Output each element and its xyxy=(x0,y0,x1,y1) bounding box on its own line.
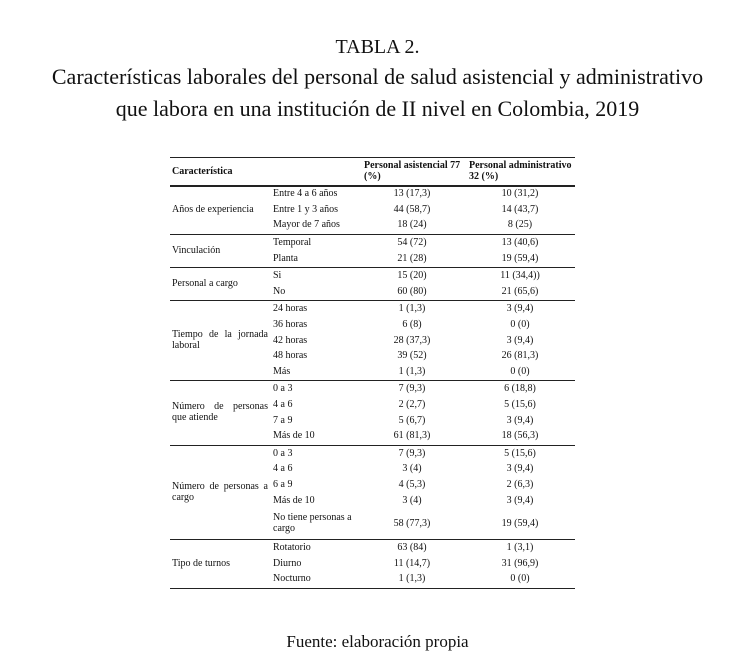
row-label: Diurno xyxy=(273,557,302,569)
rule xyxy=(170,444,575,446)
row-label: Más xyxy=(273,365,291,377)
value-cell: 5 (6,7) xyxy=(398,414,426,426)
row-label: Temporal xyxy=(273,237,312,249)
group-label: Años de experiencia xyxy=(172,203,254,215)
value-cell: 6 (18,8) xyxy=(504,383,536,395)
row-label: 7 a 9 xyxy=(273,414,293,426)
value-cell: 11 (34,4)) xyxy=(500,270,540,282)
value-cell: 31 (96,9) xyxy=(501,557,539,569)
table-number: TABLA 2. xyxy=(335,36,420,58)
group-label: Número de personas que atiende xyxy=(172,401,268,424)
row-label: 4 a 6 xyxy=(273,399,293,411)
value-cell: 5 (15,6) xyxy=(504,447,536,459)
header-cell: Personal administrativo 32 (%) xyxy=(469,160,572,182)
row-label: No xyxy=(273,285,286,297)
value-cell: 26 (81,3) xyxy=(501,350,539,362)
value-cell: 63 (84) xyxy=(397,542,427,554)
source: Fuente: elaboración propia xyxy=(286,632,469,651)
group-label: Vinculación xyxy=(172,244,221,256)
value-cell: 10 (31,2) xyxy=(501,188,539,200)
rule xyxy=(170,300,575,302)
group-label: Número de personas a cargo xyxy=(172,480,268,503)
value-cell: 6 (8) xyxy=(402,319,422,331)
value-cell: 3 (9,4) xyxy=(506,414,534,426)
value-cell: 13 (40,6) xyxy=(501,237,539,249)
rule xyxy=(170,539,575,540)
value-cell: 54 (72) xyxy=(397,237,427,249)
row-label: Nocturno xyxy=(273,573,311,585)
value-cell: 18 (24) xyxy=(397,219,427,231)
rule xyxy=(170,267,575,268)
row-label: Más de 10 xyxy=(273,430,315,442)
value-cell: 0 (0) xyxy=(510,319,530,331)
rule xyxy=(170,380,575,382)
row-label: Entre 4 a 6 años xyxy=(273,188,338,200)
rule xyxy=(170,233,575,235)
value-cell: 44 (58,7) xyxy=(393,203,431,215)
group-label: Tiempo de la jornada laboral xyxy=(172,329,268,352)
value-cell: 14 (43,7) xyxy=(501,203,539,215)
value-cell: 13 (17,3) xyxy=(393,188,431,200)
value-cell: 3 (4) xyxy=(402,494,422,506)
value-cell: 58 (77,3) xyxy=(393,517,431,529)
value-cell: 5 (15,6) xyxy=(504,399,536,411)
rule xyxy=(170,587,575,589)
subtitle: Características laborales del personal d… xyxy=(51,64,704,89)
group-label: Personal a cargo xyxy=(172,278,238,290)
row-label: 24 horas xyxy=(273,303,308,315)
value-cell: 1 (1,3) xyxy=(398,365,426,377)
value-cell: 60 (80) xyxy=(397,285,427,297)
row-label: Si xyxy=(273,270,282,282)
value-cell: 61 (81,3) xyxy=(393,430,431,442)
value-cell: 11 (14,7) xyxy=(393,557,431,569)
value-cell: 2 (6,3) xyxy=(506,479,534,491)
value-cell: 1 (1,3) xyxy=(398,573,426,585)
row-label: 42 horas xyxy=(273,334,308,346)
subtitle: que labora en una institución de II nive… xyxy=(115,96,640,121)
value-cell: 39 (52) xyxy=(397,350,427,362)
value-cell: 3 (9,4) xyxy=(506,334,534,346)
value-cell: 3 (4) xyxy=(402,463,422,475)
value-cell: 3 (9,4) xyxy=(506,494,534,506)
value-cell: 0 (0) xyxy=(510,365,530,377)
row-label: Planta xyxy=(273,252,298,264)
value-cell: 3 (9,4) xyxy=(506,463,534,475)
value-cell: 0 (0) xyxy=(510,573,530,585)
row-label: 6 a 9 xyxy=(273,479,293,491)
row-label: Rotatorio xyxy=(273,542,311,554)
value-cell: 28 (37,3) xyxy=(393,334,431,346)
row-label: 4 a 6 xyxy=(273,463,293,475)
value-cell: 19 (59,4) xyxy=(501,517,539,529)
row-label: Más de 10 xyxy=(273,494,315,506)
value-cell: 8 (25) xyxy=(507,219,533,231)
value-cell: 7 (9,3) xyxy=(398,447,426,459)
row-label: 36 horas xyxy=(273,319,308,331)
rule xyxy=(170,157,575,158)
value-cell: 7 (9,3) xyxy=(398,383,426,395)
header-cell: Característica xyxy=(172,165,233,177)
row-label: Entre 1 y 3 años xyxy=(273,203,338,215)
value-cell: 1 (3,1) xyxy=(506,542,534,554)
value-cell: 21 (28) xyxy=(397,252,427,264)
value-cell: 1 (1,3) xyxy=(398,303,426,315)
row-label: 48 horas xyxy=(273,350,308,362)
value-cell: 3 (9,4) xyxy=(506,303,534,315)
value-cell: 18 (56,3) xyxy=(501,430,539,442)
row-label: 0 a 3 xyxy=(273,447,293,459)
group-label: Tipo de turnos xyxy=(172,557,230,569)
value-cell: 15 (20) xyxy=(397,270,427,282)
value-cell: 2 (2,7) xyxy=(398,399,426,411)
rule xyxy=(170,185,575,187)
value-cell: 19 (59,4) xyxy=(501,252,539,264)
header-cell: Personal asistencial 77 (%) xyxy=(364,160,461,182)
row-label: 0 a 3 xyxy=(273,383,293,395)
value-cell: 4 (5,3) xyxy=(398,479,426,491)
row-label: Mayor de 7 años xyxy=(273,219,340,231)
row-label: No tiene personas a cargo xyxy=(273,512,352,534)
value-cell: 21 (65,6) xyxy=(501,285,539,297)
